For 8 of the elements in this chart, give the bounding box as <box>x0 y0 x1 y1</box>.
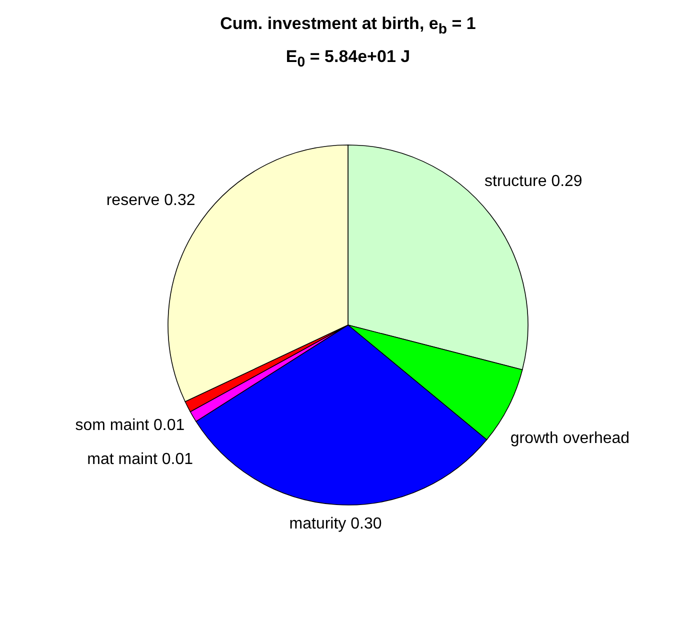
chart-subtitle: E$_{0}$ = 5.84e+01 J <box>284 46 412 73</box>
chart-title: Cum. investment at birth, e$_{b}$ = 1 <box>219 13 477 40</box>
slice-label: maturity 0.30 <box>289 515 382 532</box>
slice-label: reserve 0.32 <box>106 192 196 209</box>
slice-label: growth overhead <box>510 430 630 447</box>
slice-label: structure 0.29 <box>484 172 582 190</box>
slice-label: mat maint 0.01 <box>87 450 194 468</box>
slice-label: som maint 0.01 <box>75 416 185 434</box>
